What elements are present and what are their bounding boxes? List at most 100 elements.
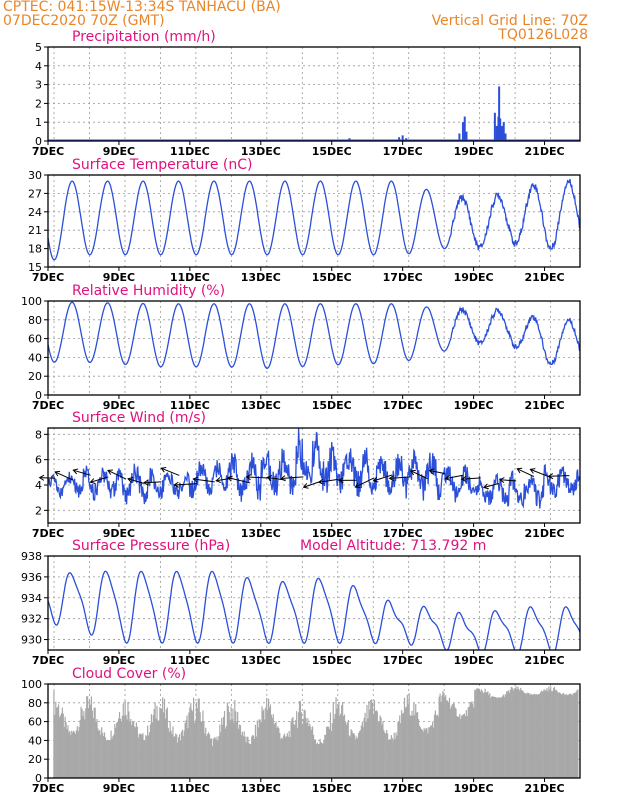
cloud-bar-250 xyxy=(287,736,289,778)
cloud-bar-527 xyxy=(547,691,549,778)
cloud-bar-51 xyxy=(101,727,103,778)
wind-xtick-label-7: 21DEC xyxy=(525,527,565,540)
cloud-bar-502 xyxy=(523,692,526,778)
cloud-bar-218 xyxy=(257,727,259,778)
cloud-bar-1 xyxy=(54,714,56,778)
cloud-bar-347 xyxy=(378,722,380,778)
cloud-bar-404 xyxy=(432,721,434,778)
cloud-bar-155 xyxy=(198,698,200,778)
cloud-bar-108 xyxy=(154,702,156,778)
cloud-bar-111 xyxy=(157,720,159,778)
wind-arrow-11 xyxy=(227,477,251,484)
cloud-bar-374 xyxy=(403,697,406,778)
cloud-ytick-label-3: 60 xyxy=(28,716,42,729)
cloud-bar-466 xyxy=(490,697,492,778)
wind-arrow-head-2 xyxy=(72,468,79,475)
rh-xtick-label-3: 13DEC xyxy=(241,399,281,412)
cloud-bar-383 xyxy=(412,715,414,778)
cloud-bar-302 xyxy=(336,708,338,778)
cloud-bar-264 xyxy=(300,712,302,778)
cloud-bar-528 xyxy=(548,686,550,778)
cloud-bar-397 xyxy=(425,727,427,778)
cloud-bar-387 xyxy=(416,712,418,778)
cloud-bar-118 xyxy=(163,698,166,778)
cloud-bar-106 xyxy=(152,714,154,778)
cloud-bar-428 xyxy=(454,707,456,778)
cloud-bar-290 xyxy=(325,734,327,778)
precip-frame xyxy=(47,46,581,142)
pres-panel xyxy=(44,555,581,654)
cloud-bar-465 xyxy=(489,693,491,778)
cloud-bar-479 xyxy=(502,695,504,778)
cloud-bar-139 xyxy=(183,730,185,778)
cloud-bar-326 xyxy=(358,731,361,778)
cloud-ytick-label-2: 40 xyxy=(28,734,42,747)
cloud-bar-105 xyxy=(151,722,153,778)
cloud-xtick-label-4: 15DEC xyxy=(312,782,352,795)
cloud-bar-169 xyxy=(211,746,213,778)
wind-arrow-head-26 xyxy=(498,477,505,484)
cloud-bar-471 xyxy=(494,696,497,778)
cloud-bar-66 xyxy=(115,727,117,778)
cloud-bar-472 xyxy=(495,697,497,778)
cloud-frame xyxy=(47,683,581,779)
wind-arrow-19 xyxy=(373,474,393,482)
pres-xtick-label-1: 9DEC xyxy=(103,654,135,667)
cloud-bar-400 xyxy=(428,727,430,778)
cloud-title: Cloud Cover (%) xyxy=(72,666,186,682)
cloud-bar-343 xyxy=(374,711,377,778)
cloud-bar-195 xyxy=(236,721,238,778)
cloud-bar-120 xyxy=(165,709,167,778)
cloud-bar-375 xyxy=(404,707,407,778)
cloud-bar-360 xyxy=(390,735,392,778)
precip-title: Precipitation (mm/h) xyxy=(72,29,216,45)
cloud-bar-64 xyxy=(113,734,115,778)
wind-arrow-7 xyxy=(161,467,180,476)
cloud-bar-191 xyxy=(232,708,234,778)
cloud-ytick-label-5: 100 xyxy=(21,678,42,691)
cloud-bar-123 xyxy=(168,731,170,778)
cloud-bar-480 xyxy=(503,694,505,778)
cloud-bar-498 xyxy=(520,687,522,778)
cloud-bar-511 xyxy=(532,694,534,778)
wind-arrow-head-10 xyxy=(215,477,222,484)
rh-title: Relative Humidity (%) xyxy=(72,283,225,299)
cloud-bar-431 xyxy=(457,716,459,778)
precip-bar-15 xyxy=(498,86,501,141)
cloud-bar-378 xyxy=(407,704,409,778)
cloud-bar-417 xyxy=(444,696,446,778)
cloud-bar-102 xyxy=(148,732,151,778)
cloud-bar-490 xyxy=(512,690,514,778)
temp-title: Surface Temperature (nC) xyxy=(72,157,253,173)
cloud-bar-265 xyxy=(301,725,303,778)
cloud-bar-543 xyxy=(562,693,564,778)
wind-arrow-head-1 xyxy=(54,470,61,477)
pres-xtick-label-3: 13DEC xyxy=(241,654,281,667)
cloud-bar-46 xyxy=(96,718,98,778)
cloud-bar-353 xyxy=(384,732,386,778)
cloud-bar-336 xyxy=(368,701,370,778)
cloud-bar-154 xyxy=(197,698,199,778)
cloud-bar-208 xyxy=(248,742,250,778)
cloud-bar-337 xyxy=(369,709,371,778)
cloud-bar-186 xyxy=(227,705,229,778)
cloud-bar-414 xyxy=(441,695,443,778)
cloud-bar-505 xyxy=(526,692,528,778)
cloud-bar-470 xyxy=(493,696,496,778)
wind-arrow-26 xyxy=(499,479,517,482)
wind-arrow-23 xyxy=(445,474,464,480)
temp-ytick-label-4: 27 xyxy=(28,187,42,200)
cloud-bar-56 xyxy=(105,740,108,778)
cloud-bar-413 xyxy=(440,701,442,778)
cloud-bar-235 xyxy=(273,724,275,778)
cloud-bar-107 xyxy=(153,709,155,778)
wind-arrow-head-9 xyxy=(192,476,199,483)
pres-annotation: Model Altitude: 713.792 m xyxy=(300,538,486,554)
cloud-bar-348 xyxy=(379,715,381,778)
cloud-bar-228 xyxy=(267,710,269,778)
cloud-bar-160 xyxy=(203,721,205,778)
cloud-bar-209 xyxy=(249,744,251,778)
cloud-bar-475 xyxy=(498,697,500,778)
wind-arrow-head-0 xyxy=(38,474,45,481)
cloud-bar-531 xyxy=(551,691,553,778)
